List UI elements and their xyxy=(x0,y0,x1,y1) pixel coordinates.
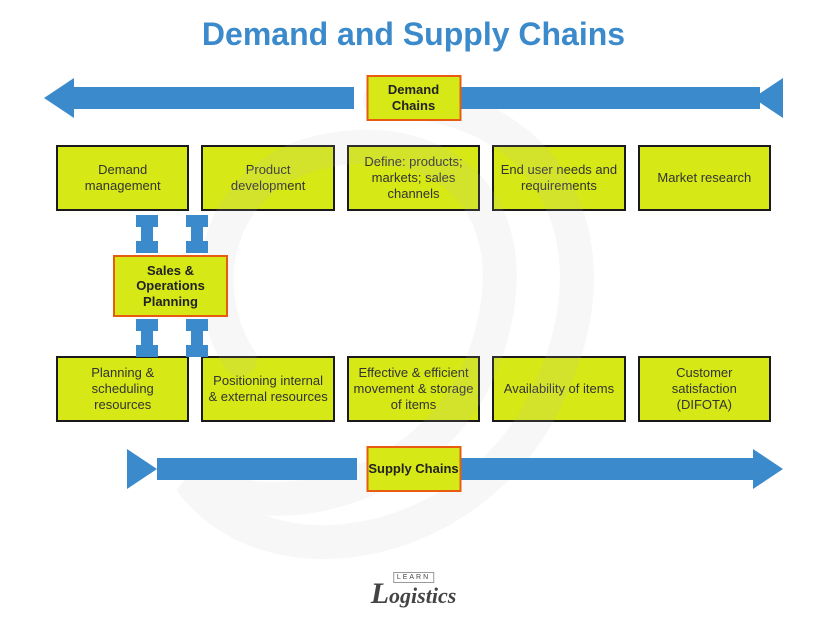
diagram-title: Demand and Supply Chains xyxy=(0,0,827,53)
demand-box-2: Define: products; markets; sales channel… xyxy=(347,145,480,211)
double-arrow-top-left-icon xyxy=(136,215,158,253)
supply-box-0: Planning & scheduling resources xyxy=(56,356,189,422)
supply-box-2-label: Effective & efficient movement & storage… xyxy=(353,365,474,414)
sop-box: Sales & Operations Planning xyxy=(113,255,228,317)
demand-box-4-label: Market research xyxy=(657,170,751,186)
supply-chains-label-box: Supply Chains xyxy=(366,446,461,492)
demand-arrow-row: Demand Chains xyxy=(0,73,827,123)
supply-arrow-tail-icon xyxy=(127,449,157,489)
demand-arrow-head-icon xyxy=(44,78,74,118)
footer-logo: LEARN Logistics xyxy=(371,566,457,614)
supply-box-1-label: Positioning internal & external resource… xyxy=(207,373,328,406)
supply-box-1: Positioning internal & external resource… xyxy=(201,356,334,422)
footer-line3-rest: ogistics xyxy=(389,583,456,608)
demand-box-4: Market research xyxy=(638,145,771,211)
supply-arrow-row: Supply Chains xyxy=(0,444,827,494)
supply-box-4-label: Customer satisfaction (DIFOTA) xyxy=(644,365,765,414)
demand-box-0-label: Demand management xyxy=(62,162,183,195)
supply-chains-label: Supply Chains xyxy=(368,461,458,477)
demand-arrow-body-right xyxy=(450,87,760,109)
sop-region: Sales & Operations Planning xyxy=(0,211,827,356)
supply-box-3: Availability of items xyxy=(492,356,625,422)
demand-box-1: Product development xyxy=(201,145,334,211)
demand-arrow-tail-icon xyxy=(753,78,783,118)
supply-box-2: Effective & efficient movement & storage… xyxy=(347,356,480,422)
sop-label: Sales & Operations Planning xyxy=(115,263,226,310)
supply-boxes-row: Planning & scheduling resources Position… xyxy=(0,356,827,422)
demand-boxes-row: Demand management Product development De… xyxy=(0,145,827,211)
demand-box-1-label: Product development xyxy=(207,162,328,195)
footer-line3-initial: L xyxy=(371,577,389,610)
double-arrow-top-right-icon xyxy=(186,215,208,253)
demand-chains-label: Demand Chains xyxy=(368,82,459,113)
demand-box-2-label: Define: products; markets; sales channel… xyxy=(353,154,474,203)
supply-box-4: Customer satisfaction (DIFOTA) xyxy=(638,356,771,422)
supply-arrow-body-right xyxy=(450,458,753,480)
demand-box-0: Demand management xyxy=(56,145,189,211)
supply-arrow-head-icon xyxy=(753,449,783,489)
double-arrow-bottom-left-icon xyxy=(136,319,158,357)
demand-arrow-body-left xyxy=(74,87,354,109)
demand-chains-label-box: Demand Chains xyxy=(366,75,461,121)
supply-box-0-label: Planning & scheduling resources xyxy=(62,365,183,414)
supply-arrow-body-left xyxy=(157,458,357,480)
demand-box-3: End user needs and requirements xyxy=(492,145,625,211)
supply-box-3-label: Availability of items xyxy=(504,381,614,397)
double-arrow-bottom-right-icon xyxy=(186,319,208,357)
demand-box-3-label: End user needs and requirements xyxy=(498,162,619,195)
